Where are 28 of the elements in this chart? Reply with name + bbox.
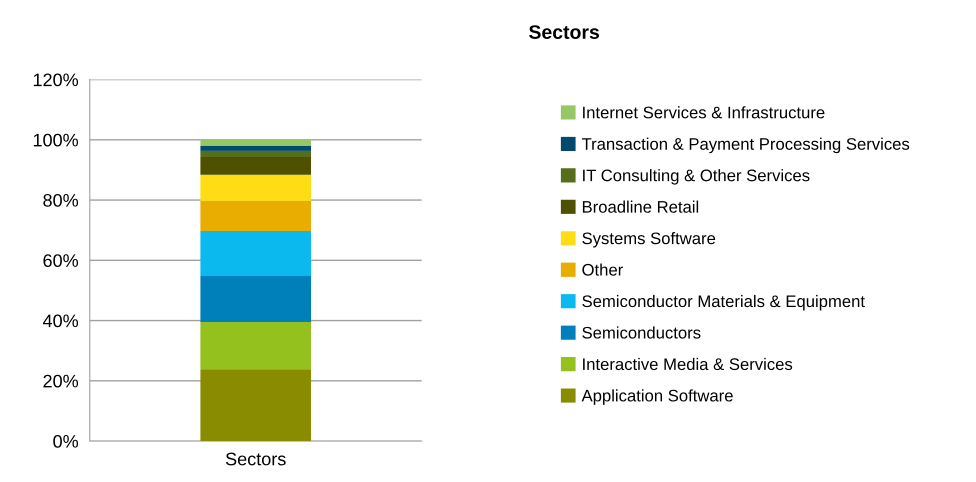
bar bbox=[200, 156, 312, 175]
legend-label: Application Software bbox=[582, 389, 733, 405]
legend-label: Transaction & Payment Processing Services bbox=[582, 138, 910, 154]
bar bbox=[200, 174, 312, 201]
bar bbox=[200, 146, 312, 151]
bar bbox=[200, 322, 312, 370]
text: Sectors bbox=[529, 25, 599, 39]
legend-label: Internet Services & Infrastructure bbox=[583, 106, 824, 118]
legend-label: Semiconductor Materials & Equipment bbox=[582, 294, 865, 310]
legend-label: Broadline Retail bbox=[582, 200, 698, 213]
y-tick-label: 40% bbox=[42, 314, 78, 328]
legend-label: Systems Software bbox=[582, 232, 716, 248]
bar bbox=[200, 150, 312, 157]
y-tick-label: 60% bbox=[43, 254, 78, 267]
legend-label: Other bbox=[582, 263, 623, 276]
y-tick-label: 20% bbox=[43, 374, 78, 388]
bar bbox=[200, 369, 312, 442]
y-tick-label: 0% bbox=[53, 434, 78, 448]
bar bbox=[200, 231, 312, 276]
bar bbox=[200, 140, 312, 146]
legend-label: Interactive Media & Services bbox=[583, 358, 792, 370]
legend-label: Semiconductors bbox=[582, 326, 700, 339]
bar bbox=[200, 200, 312, 232]
y-tick-label: 100% bbox=[34, 134, 78, 146]
y-tick-label: 80% bbox=[43, 194, 78, 207]
legend-label: IT Consulting & Other Services bbox=[583, 169, 810, 185]
y-tick-label: 120% bbox=[34, 73, 78, 86]
bar bbox=[200, 276, 312, 322]
